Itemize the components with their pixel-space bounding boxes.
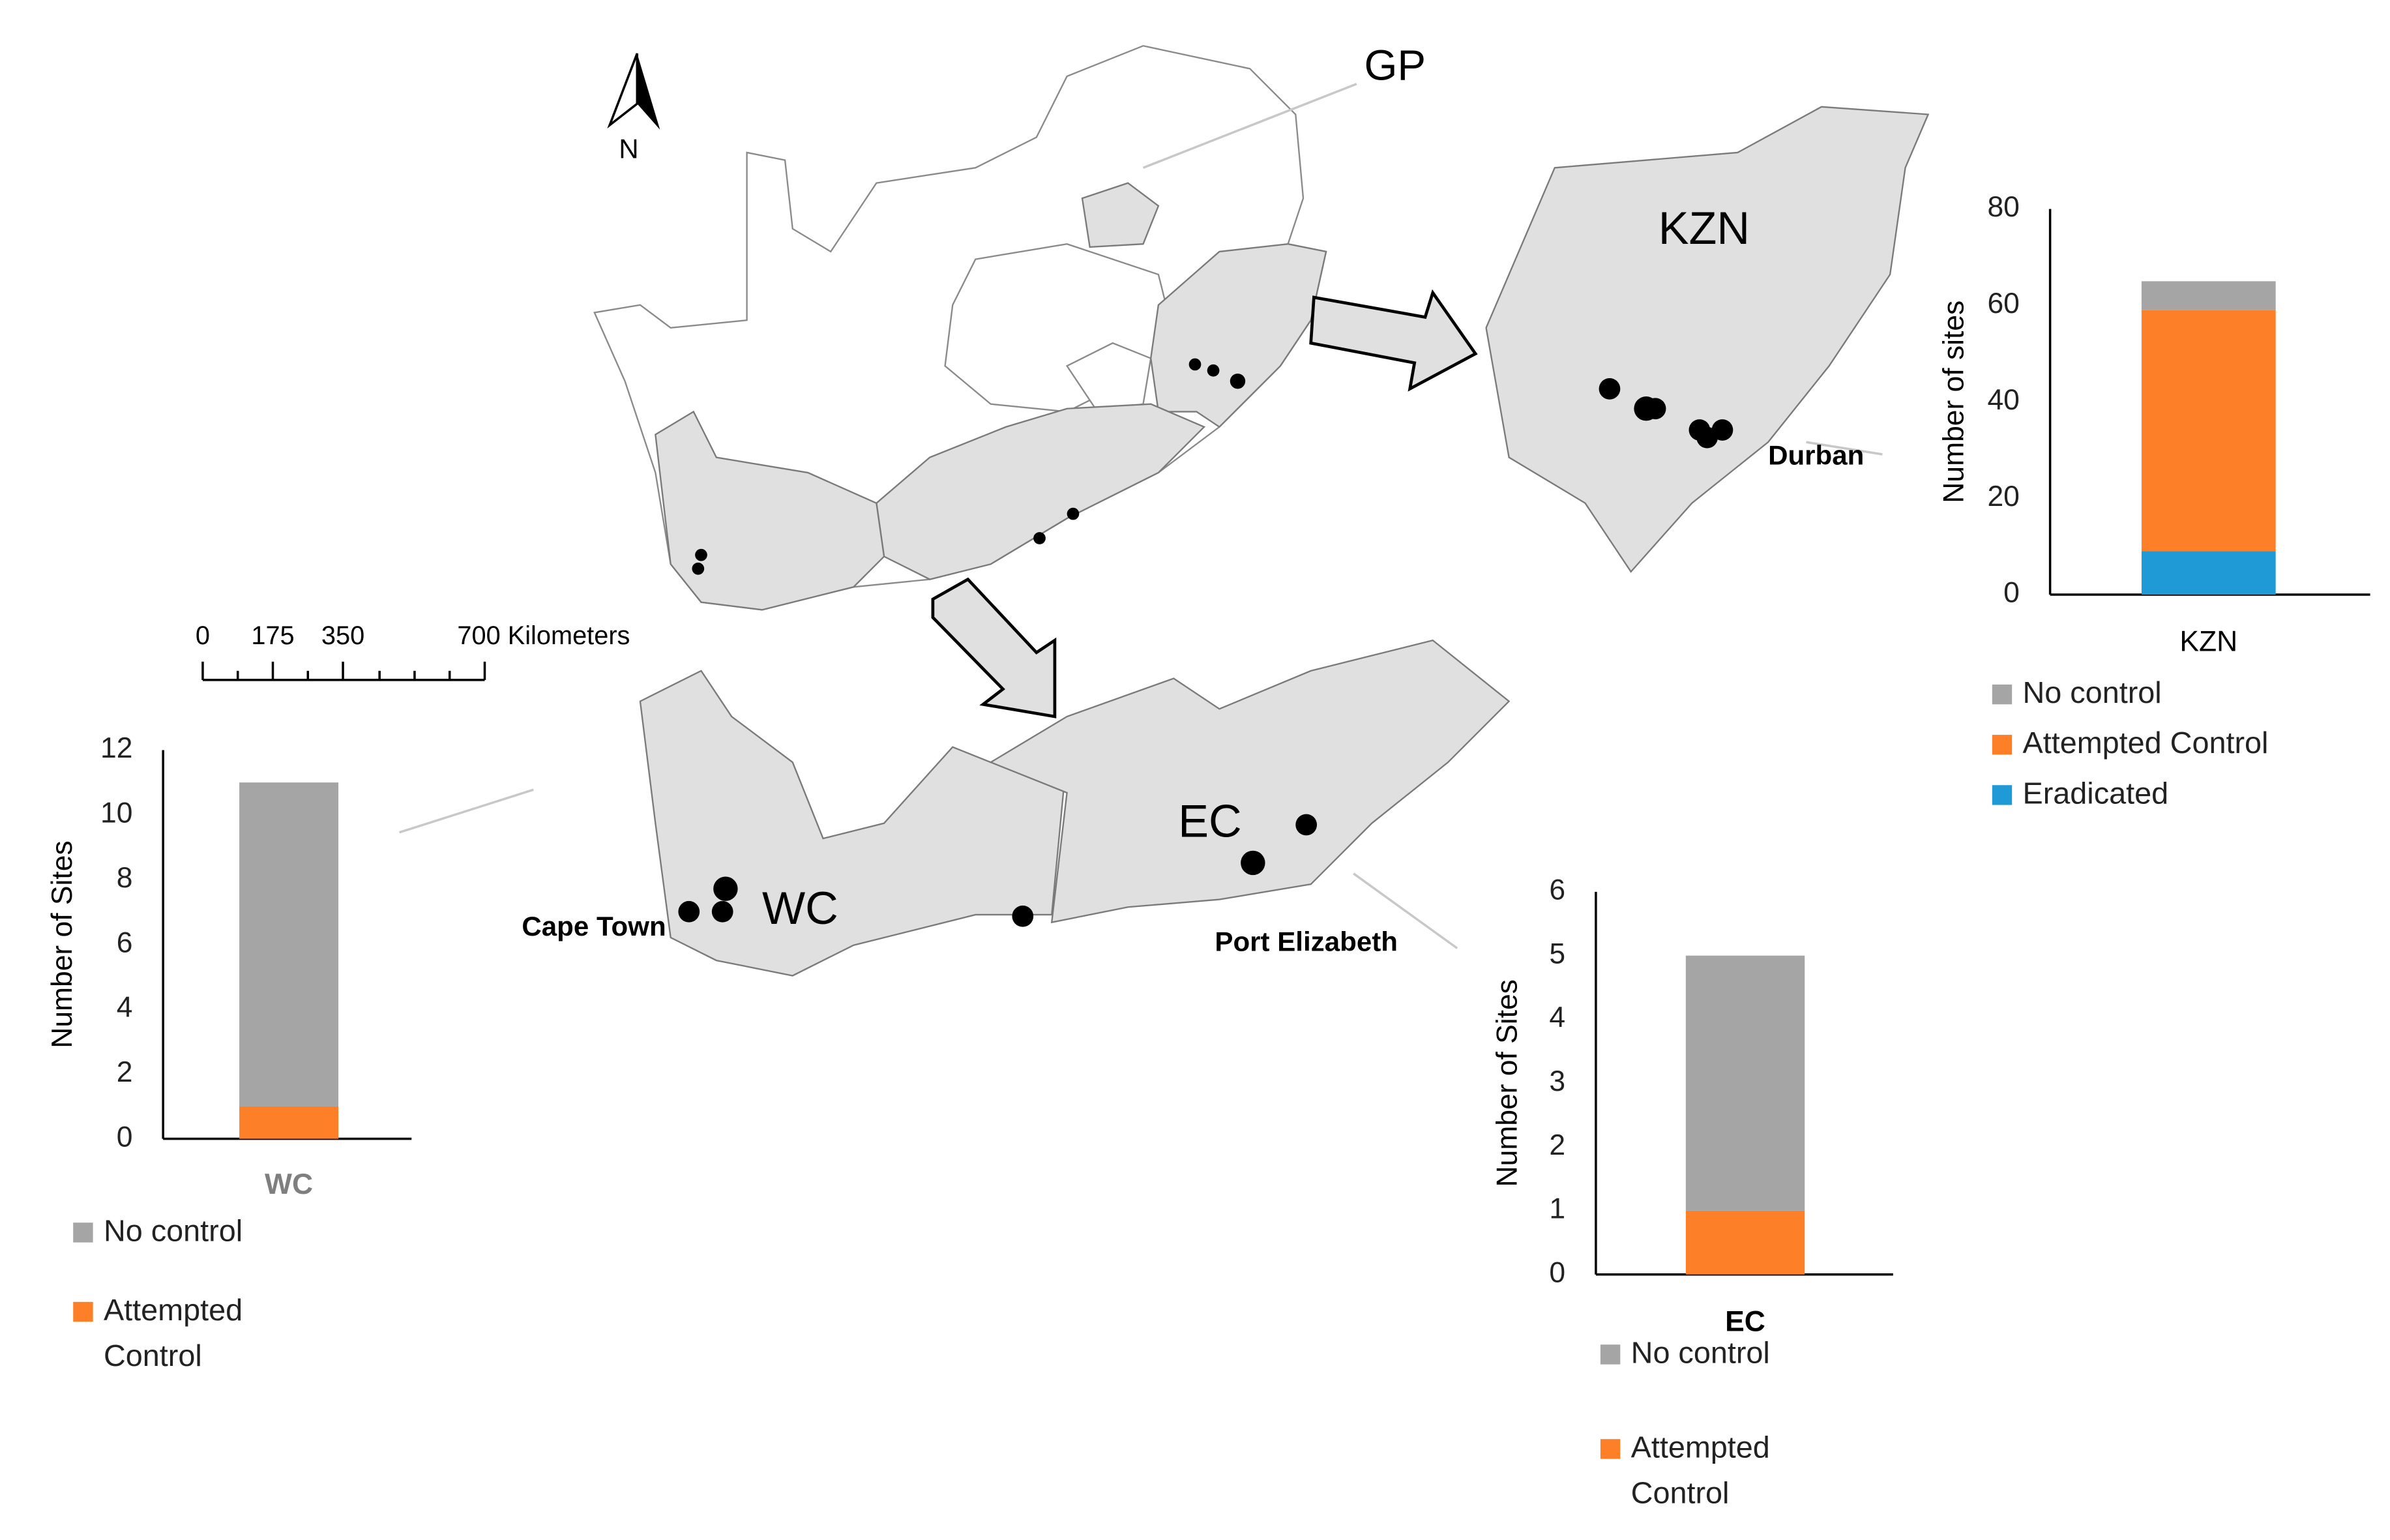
- y-tick-label: 2: [1549, 1129, 1565, 1161]
- arrow-to-wc-ec: [931, 577, 1057, 718]
- city-label: Durban: [1768, 440, 1864, 471]
- x-tick-label: KZN: [2179, 626, 2237, 658]
- scale-bar: [201, 661, 486, 681]
- y-tick-label: 3: [1549, 1065, 1565, 1097]
- legend-swatch: [1600, 1439, 1621, 1459]
- wc-ec-map: [399, 639, 1511, 977]
- legend-swatch: [73, 1301, 93, 1322]
- bar-segment: [1685, 955, 1805, 1211]
- y-tick-label: 0: [2003, 577, 2020, 609]
- legend-swatch: [1992, 785, 2013, 805]
- legend-label: Attempted Control: [103, 1294, 243, 1374]
- scale-label: 700 Kilometers: [457, 621, 630, 650]
- city-label: Port Elizabeth: [1215, 926, 1398, 956]
- bar-segment: [2141, 551, 2276, 595]
- south-africa-map: [593, 45, 1357, 611]
- legend-label: Attempted Control: [2022, 727, 2269, 761]
- bar-segment: [1685, 1210, 1805, 1275]
- legend-entry: Attempted Control: [2022, 727, 2269, 761]
- north-label: N: [619, 134, 638, 164]
- legend-label: No control: [103, 1215, 243, 1249]
- map-label: WC: [762, 883, 838, 934]
- bar-segment: [2141, 281, 2276, 310]
- legend-swatch: [73, 1222, 93, 1243]
- legend-entry: Attempted Control: [1630, 1431, 1770, 1511]
- map-label: GP: [1365, 42, 1426, 89]
- y-tick-label: 80: [1987, 191, 2019, 223]
- y-tick-label: 20: [1987, 481, 2019, 512]
- y-tick-label: 6: [1549, 874, 1565, 906]
- y-tick-label: 6: [117, 926, 133, 958]
- y-tick-label: 12: [100, 732, 132, 764]
- y-tick-label: 1: [1549, 1193, 1565, 1225]
- x-tick-label: WC: [265, 1168, 313, 1200]
- north-arrow: [607, 53, 660, 130]
- legend-label: Eradicated: [2022, 777, 2169, 811]
- y-tick-label: 0: [1549, 1256, 1565, 1288]
- legend-label: Attempted Control: [1630, 1431, 1770, 1511]
- y-tick-label: 60: [1987, 288, 2019, 319]
- scale-label: 350: [321, 621, 364, 650]
- y-tick-label: 8: [117, 862, 133, 894]
- legend-swatch: [1600, 1344, 1621, 1365]
- y-axis-label: Number of Sites: [1491, 979, 1523, 1187]
- legend-entry: Eradicated: [2022, 777, 2169, 811]
- y-axis-label: Number of sites: [1938, 301, 1970, 503]
- city-label: Cape Town: [522, 911, 666, 941]
- y-tick-label: 2: [117, 1056, 133, 1088]
- y-axis-label: Number of Sites: [46, 840, 78, 1048]
- kzn-map: [1485, 106, 1930, 573]
- bar-segment: [2141, 310, 2276, 552]
- y-tick-label: 10: [100, 797, 132, 829]
- legend-swatch: [1992, 735, 2013, 755]
- legend-swatch: [1992, 684, 2013, 705]
- legend-entry: No control: [2022, 677, 2162, 711]
- x-tick-label: EC: [1725, 1305, 1765, 1337]
- arrow-to-kzn: [1309, 289, 1478, 392]
- map-label: EC: [1178, 796, 1241, 847]
- legend-entry: Attempted Control: [103, 1294, 243, 1374]
- y-tick-label: 40: [1987, 384, 2019, 416]
- bar-segment: [239, 1106, 339, 1139]
- y-tick-label: 5: [1549, 938, 1565, 970]
- legend-label: No control: [2022, 677, 2162, 711]
- y-tick-label: 4: [1549, 1001, 1565, 1033]
- legend-entry: No control: [1630, 1337, 1770, 1371]
- bar-segment: [239, 782, 339, 1106]
- y-tick-label: 0: [117, 1121, 133, 1153]
- legend-label: No control: [1630, 1337, 1770, 1371]
- y-tick-label: 4: [117, 992, 133, 1024]
- scale-label: 175: [251, 621, 294, 650]
- map-label: KZN: [1659, 203, 1750, 254]
- scale-label: 0: [196, 621, 210, 650]
- legend-entry: No control: [103, 1215, 243, 1249]
